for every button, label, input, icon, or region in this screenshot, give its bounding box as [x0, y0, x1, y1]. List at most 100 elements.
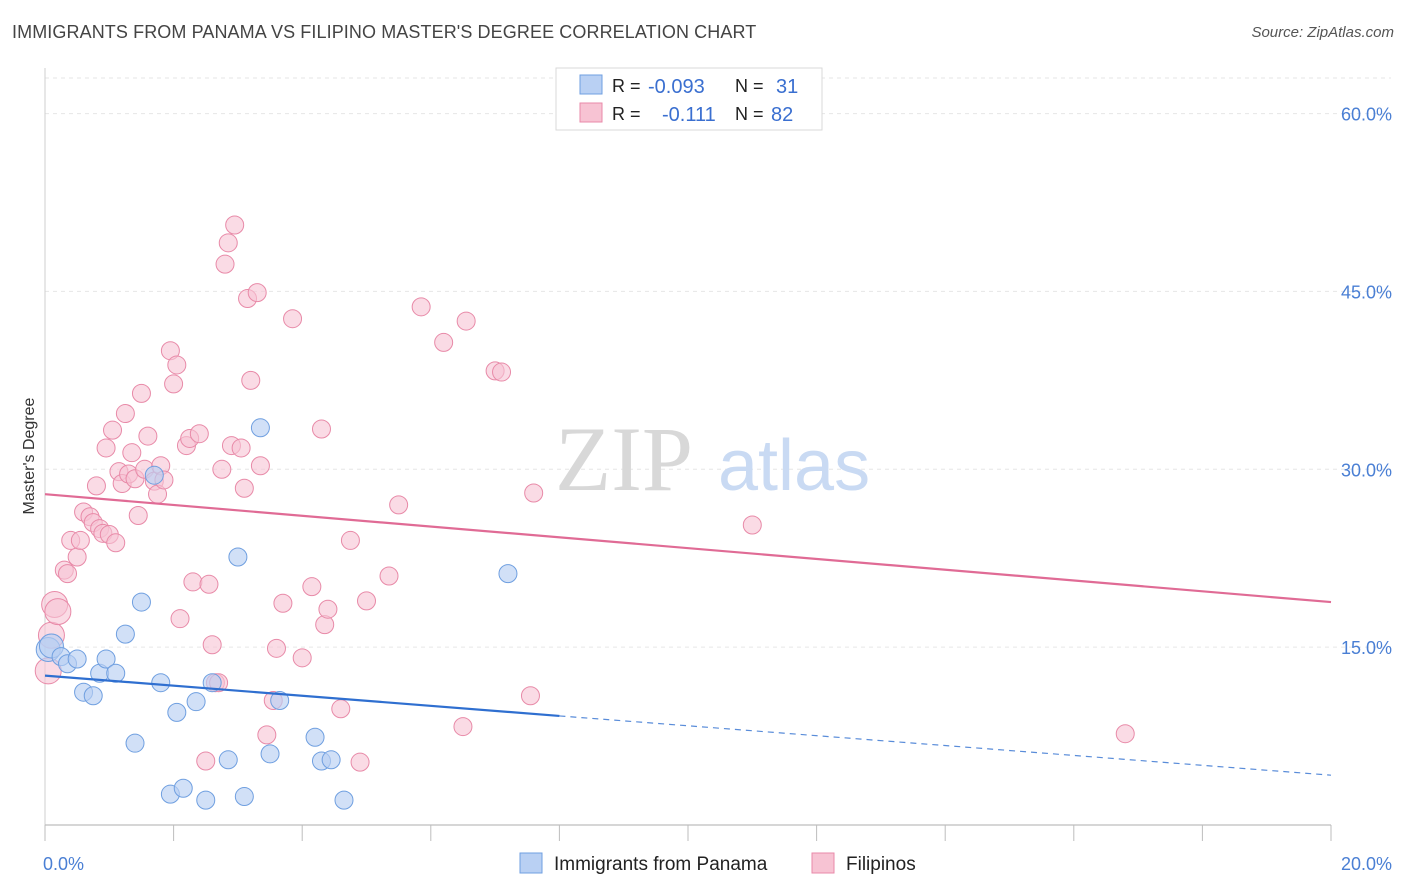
legend-r-label-pink: R = [612, 104, 641, 124]
panama-point-13 [144, 465, 164, 485]
panama-point-10 [115, 624, 135, 644]
panama-point-22 [228, 547, 248, 567]
filipinos-point-76 [456, 311, 476, 331]
filipinos-point-47 [215, 254, 235, 274]
panama-point-26 [270, 691, 290, 710]
bottom-legend: Immigrants from Panama Filipinos [519, 852, 916, 875]
filipinos-point-5 [58, 564, 78, 584]
filipinos-point-74 [434, 332, 454, 352]
filipinos-point-28 [138, 426, 158, 446]
filipinos-point-82 [1115, 724, 1135, 744]
legend-swatch-blue [579, 74, 603, 95]
filipinos-point-71 [379, 566, 399, 586]
filipinos-point-72 [389, 495, 409, 515]
filipinos-trend-line [44, 493, 1332, 604]
filipinos-point-63 [302, 577, 322, 597]
filipinos-point-34 [164, 374, 184, 394]
filipinos-point-65 [315, 615, 335, 635]
filipinos-point-56 [250, 456, 270, 476]
panama-point-6 [83, 686, 103, 706]
filipinos-point-54 [241, 370, 261, 390]
filipinos-point-26 [131, 383, 151, 403]
filipinos-point-21 [115, 404, 135, 424]
y-tick-label-3: 60.0% [1341, 105, 1392, 125]
filipinos-point-68 [340, 530, 360, 550]
filipinos-point-73 [411, 297, 431, 317]
filipinos-point-60 [273, 593, 293, 613]
filipinos-point-40 [189, 424, 209, 444]
x-tick-label-0: 0.0% [43, 854, 84, 874]
watermark-zip: ZIP [555, 408, 693, 510]
filipinos-point-39 [183, 572, 203, 592]
filipinos-point-7 [67, 547, 87, 567]
panama-point-20 [202, 673, 222, 693]
filipinos-point-67 [331, 699, 351, 719]
panama-point-11 [125, 733, 145, 753]
filipinos-point-17 [103, 420, 123, 440]
panama-point-18 [186, 692, 206, 712]
filipinos-point-23 [122, 443, 142, 463]
filipinos-point-8 [70, 530, 90, 550]
y-tick-label-0: 15.0% [1341, 638, 1392, 658]
y-axis-label: Master's Degree [21, 397, 38, 514]
filipinos-point-66 [318, 599, 338, 619]
legend-n-value-blue: 31 [776, 76, 798, 98]
bottom-legend-swatch-pink [811, 852, 835, 874]
y-tick-label-1: 30.0% [1341, 460, 1392, 480]
filipinos-point-12 [86, 476, 106, 496]
panama-point-24 [250, 418, 270, 438]
filipinos-point-59 [266, 638, 286, 658]
panama-point-8 [96, 649, 116, 669]
filipinos-point-18 [106, 533, 126, 553]
panama-point-29 [321, 750, 341, 770]
filipinos-point-81 [742, 515, 762, 535]
legend-r-value-pink: -0.111 [662, 104, 716, 126]
filipinos-point-64 [311, 419, 331, 439]
filipinos-point-62 [292, 648, 312, 668]
source-credit: Source: ZipAtlas.com [1251, 24, 1394, 41]
filipinos-point-79 [520, 686, 540, 706]
watermark: ZIP atlas [555, 408, 870, 510]
panama-point-4 [67, 649, 87, 669]
panama-point-23 [234, 787, 254, 807]
filipinos-point-48 [218, 233, 238, 253]
panama-point-12 [131, 592, 151, 612]
bottom-legend-label-panama: Immigrants from Panama [554, 854, 768, 875]
gridlines [45, 77, 1391, 648]
panama-point-30 [334, 790, 354, 810]
filipinos-point-51 [231, 438, 251, 458]
panama-point-21 [218, 750, 238, 770]
panama-trend-extension [559, 715, 1332, 776]
panama-trend-line [44, 674, 560, 718]
legend-swatch-pink [579, 102, 603, 123]
filipinos-point-50 [225, 215, 245, 235]
panama-point-16 [167, 702, 187, 722]
filipinos-point-3 [44, 598, 72, 626]
x-tick-label-1: 20.0% [1341, 854, 1392, 874]
legend-r-value-blue: -0.093 [648, 76, 705, 98]
filipinos-point-25 [128, 506, 148, 526]
panama-point-31 [498, 564, 518, 584]
bottom-legend-swatch-blue [519, 852, 543, 874]
filipinos-point-41 [196, 751, 216, 771]
filipinos-point-70 [357, 591, 376, 611]
trend-lines [44, 493, 1332, 776]
legend-n-label-blue: N = [735, 76, 764, 96]
bottom-legend-label-filipinos: Filipinos [846, 854, 916, 875]
legend-n-value-pink: 82 [771, 104, 793, 126]
legend-r-label-blue: R = [612, 76, 641, 96]
panama-points [35, 418, 518, 810]
axes [44, 68, 1332, 841]
filipinos-point-52 [234, 478, 254, 498]
filipinos-point-78 [492, 362, 512, 382]
panama-point-25 [260, 744, 280, 764]
watermark-atlas: atlas [718, 426, 870, 506]
y-tick-label-2: 45.0% [1341, 282, 1392, 302]
filipinos-point-80 [524, 483, 544, 503]
filipinos-point-42 [199, 574, 219, 594]
panama-point-27 [305, 727, 325, 747]
filipinos-point-61 [283, 309, 303, 329]
legend-box: R = -0.093 N = 31 R = -0.111 N = 82 [555, 67, 823, 131]
filipinos-point-46 [212, 459, 232, 479]
